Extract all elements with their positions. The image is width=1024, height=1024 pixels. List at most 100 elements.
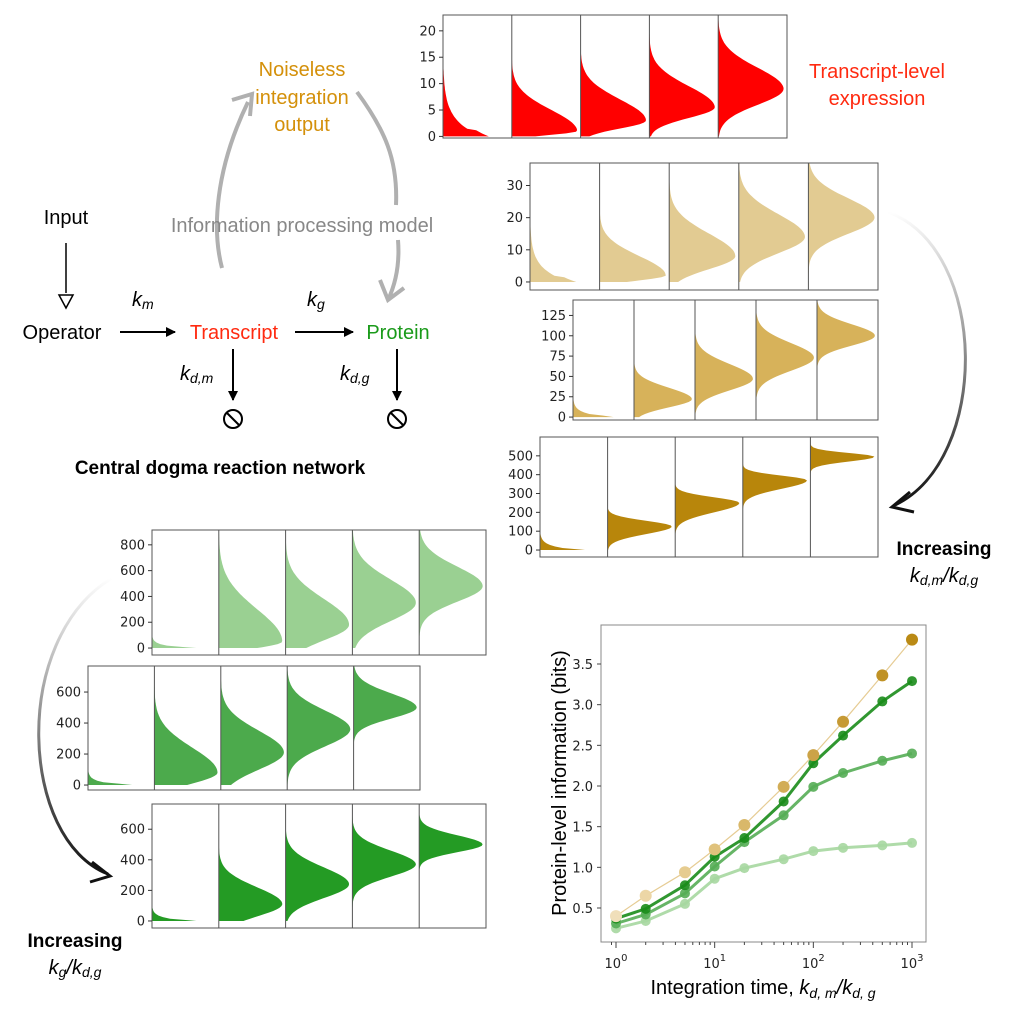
violin <box>817 300 875 418</box>
data-point-noiseless <box>906 633 919 646</box>
violin <box>419 530 483 649</box>
data-point-protein-low <box>838 842 849 853</box>
y-tick-label: 400 <box>56 717 81 732</box>
y-tick-label: 25 <box>549 390 566 405</box>
violin <box>220 666 284 786</box>
violin <box>756 300 814 418</box>
violin-panel-transcript: 0 5 10 15 20 <box>419 14 788 145</box>
transcript-label: Transcript <box>190 322 279 344</box>
data-point-protein-high <box>808 758 819 769</box>
y-tick-label: 1.0 <box>572 861 593 876</box>
y-tick-label: 1.5 <box>572 821 593 836</box>
y-tick-label: 10 <box>506 243 523 258</box>
violin-panel-protein-2: 0 200 400 600 <box>56 665 421 794</box>
data-point-noiseless <box>777 780 790 793</box>
data-point-protein-low <box>907 837 918 848</box>
violin <box>152 804 197 921</box>
data-point-protein-mid <box>907 748 918 759</box>
y-tick-label: 400 <box>120 590 145 605</box>
protein-label: Protein <box>366 322 429 344</box>
y-tick-label: 30 <box>506 179 523 194</box>
y-tick-label: 100 <box>541 329 566 344</box>
y-tick-label: 10 <box>419 77 436 92</box>
kg-rate-label: kg <box>307 289 325 312</box>
y-tick-label: 500 <box>508 449 533 464</box>
y-tick-label: 15 <box>419 51 436 66</box>
violin <box>649 15 715 137</box>
increasing-kg-ratio: kg/kd,g <box>49 957 102 980</box>
y-tick-label: 400 <box>508 468 533 483</box>
y-tick-label: 200 <box>508 506 533 521</box>
data-point-noiseless <box>639 889 652 902</box>
model-label: Information processing model <box>171 215 433 237</box>
data-point-protein-mid <box>679 888 690 899</box>
y-tick-label: 0.5 <box>572 902 593 917</box>
violin-panel-noiseless-2: 0 25 50 75 100 125 <box>541 299 879 426</box>
data-point-protein-low <box>679 898 690 909</box>
chart-frame <box>600 624 927 943</box>
y-tick-label: 600 <box>56 686 81 701</box>
y-tick-label: 5 <box>428 104 436 119</box>
y-tick-label: 0 <box>558 411 566 426</box>
y-tick-label: 0 <box>515 275 523 290</box>
series-line-protein-mid <box>615 752 913 925</box>
violin <box>738 163 805 282</box>
y-tick-label: 3.5 <box>572 658 593 673</box>
data-point-protein-high <box>679 880 690 891</box>
transcript-level-label-2: expression <box>829 88 926 110</box>
degradation-icon <box>387 409 407 429</box>
violin-panels: 0510152001020300255075100125010020030040… <box>56 14 879 929</box>
km-rate-label: km <box>132 289 154 312</box>
model-arrow-down <box>355 90 401 301</box>
violin <box>218 804 283 921</box>
y-tick-label: 2.0 <box>572 780 593 795</box>
increasing-kdm-arrow-head <box>888 490 915 514</box>
violin <box>287 666 351 786</box>
y-tick-label: 3.0 <box>572 699 593 714</box>
violin <box>669 163 736 282</box>
y-tick-label: 0 <box>137 914 145 929</box>
chart-ylabel: Protein-level information (bits) <box>549 650 571 916</box>
model-arrow-up-head <box>231 91 255 117</box>
panel-frame <box>151 529 487 656</box>
data-point-noiseless <box>876 669 889 682</box>
data-point-noiseless <box>610 910 622 923</box>
increasing-kdm-word: Increasing <box>896 539 991 560</box>
x-tick-label: 102 <box>802 953 825 972</box>
data-point-protein-mid <box>877 755 888 766</box>
y-tick-label: 300 <box>508 487 533 502</box>
panel-frame <box>442 14 788 139</box>
y-tick-label: 400 <box>120 853 145 868</box>
y-tick-label: 75 <box>549 350 566 365</box>
y-tick-label: 800 <box>120 538 145 553</box>
y-tick-label: 0 <box>525 544 533 559</box>
violin <box>88 666 133 786</box>
violin <box>718 15 784 137</box>
series-line-noiseless <box>615 639 913 917</box>
violin <box>530 163 577 282</box>
data-point-protein-high <box>739 833 750 844</box>
y-tick-label: 200 <box>56 748 81 763</box>
data-point-noiseless <box>807 749 820 762</box>
series-line-protein-low <box>615 841 913 930</box>
violin <box>154 666 218 786</box>
kdg-rate-label: kd,g <box>340 363 370 386</box>
y-tick-label: 0 <box>137 642 145 657</box>
noiseless-label-2: integration <box>255 87 348 109</box>
panel-frame <box>87 665 421 791</box>
violin <box>540 437 585 551</box>
noiseless-label-1: Noiseless <box>259 59 346 81</box>
violin <box>742 437 807 551</box>
y-tick-label: 100 <box>508 525 533 540</box>
violin <box>352 530 416 649</box>
violin <box>285 530 349 649</box>
violin <box>218 530 283 649</box>
violin <box>152 530 197 649</box>
y-tick-label: 0 <box>73 779 81 794</box>
violin <box>353 666 417 786</box>
y-tick-label: 200 <box>120 884 145 899</box>
data-point-protein-low <box>877 840 888 851</box>
data-point-noiseless <box>837 715 850 728</box>
violin-panel-protein-1: 0 200 400 600 800 <box>120 529 487 657</box>
x-tick-label: 100 <box>605 953 628 972</box>
